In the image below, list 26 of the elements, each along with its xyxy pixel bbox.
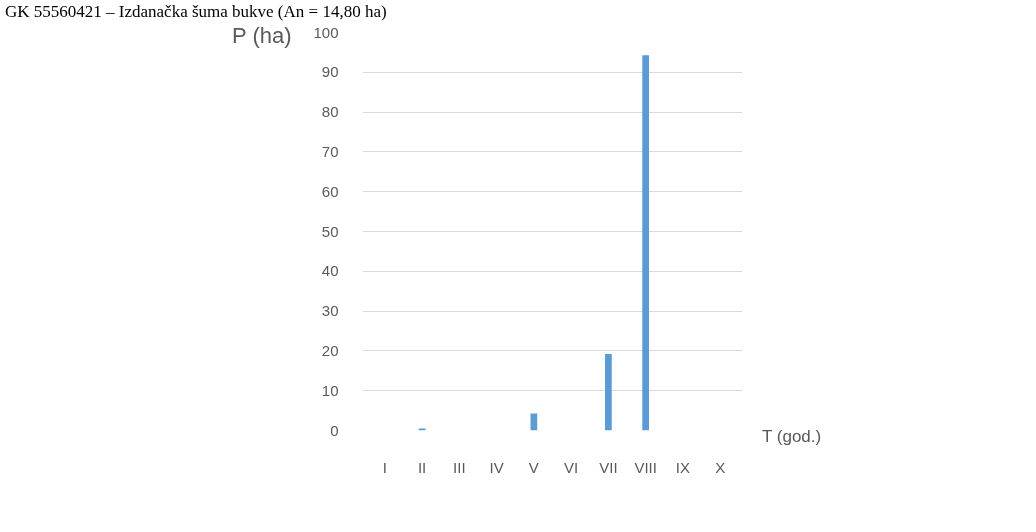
y-tick-label: 50 xyxy=(321,222,339,240)
x-tick-label: VII xyxy=(599,458,618,476)
x-tick-label: VI xyxy=(564,458,579,476)
bar xyxy=(605,354,612,431)
y-tick-label: 40 xyxy=(321,262,339,280)
y-tick-label: 10 xyxy=(321,381,339,399)
x-tick-label: VIII xyxy=(634,458,657,476)
text: GK 55560421 – Izdanačka šuma bukve (An = 14,80 ha) xyxy=(5,2,387,21)
y-tick-label: 20 xyxy=(321,341,339,359)
x-tick-label: I xyxy=(382,458,387,476)
y-tick-label: 70 xyxy=(321,142,339,160)
x-tick-label: V xyxy=(528,458,539,476)
x-tick-label: IV xyxy=(489,458,504,476)
x-tick-label: II xyxy=(417,458,427,476)
x-tick-label: III xyxy=(453,458,466,476)
y-tick-label: 80 xyxy=(321,103,339,121)
x-tick-label: IX xyxy=(675,458,690,476)
bar xyxy=(642,55,649,431)
y-axis-title: P (ha) xyxy=(232,23,292,48)
y-tick-label: 0 xyxy=(330,421,339,439)
y-tick-label: 30 xyxy=(321,302,339,320)
x-tick-label: X xyxy=(715,458,726,476)
y-tick-label: 90 xyxy=(321,63,339,81)
x-axis-title: T (god.) xyxy=(762,427,822,446)
y-tick-label: 100 xyxy=(313,23,339,41)
y-tick-label: 60 xyxy=(321,182,339,200)
